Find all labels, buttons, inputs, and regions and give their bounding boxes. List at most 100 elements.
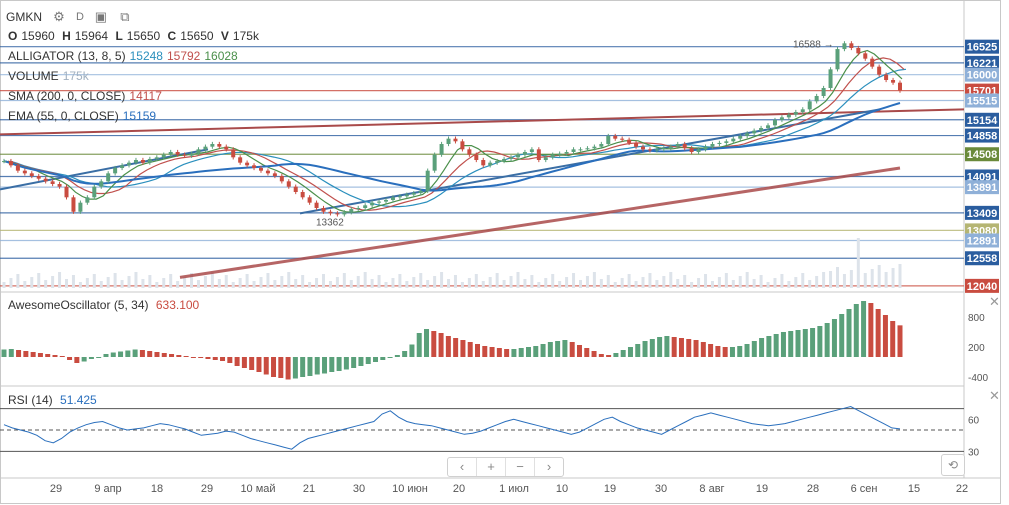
ao-close-icon[interactable]: ✕ [989, 294, 1000, 309]
ao-bar [780, 332, 786, 357]
ao-axis-tick: 200 [968, 343, 985, 354]
volume-bar [419, 273, 423, 288]
gear-icon[interactable]: ⚙ [53, 9, 65, 24]
candle-body [356, 208, 361, 210]
candle-body [627, 139, 632, 143]
ao-bar [817, 326, 823, 357]
volume-bar [690, 282, 694, 288]
indicator-legend-row: EMA (55, 0, CLOSE) 15159 [8, 109, 160, 123]
close-value: 15650 [180, 29, 214, 43]
candle-body [314, 202, 319, 208]
volume-bar [780, 274, 784, 288]
ao-bar [271, 357, 277, 377]
ao-bar [555, 341, 561, 357]
candle-body [106, 173, 111, 182]
candle-body [258, 168, 263, 171]
ao-axis-tick: -400 [968, 373, 988, 384]
volume-bar [662, 276, 666, 288]
ao-bar [205, 357, 211, 359]
volume-bar [162, 278, 166, 288]
volume-bar [148, 275, 152, 288]
volume-bar [37, 273, 41, 288]
ao-bar [875, 309, 881, 357]
ao-bar [30, 352, 36, 357]
ao-bar [562, 340, 568, 357]
trend-line [0, 148, 209, 191]
ao-bar [547, 342, 553, 357]
rsi-close-icon[interactable]: ✕ [989, 388, 1000, 403]
ao-bar [482, 346, 488, 357]
price-label: 16221 [967, 58, 998, 70]
candle-body [647, 149, 652, 151]
volume-bar [287, 272, 291, 288]
ao-bar [307, 357, 313, 376]
ema-line [3, 102, 901, 192]
volume-bar [412, 277, 416, 288]
ao-bar [45, 354, 51, 357]
volume-bar [252, 281, 256, 288]
zoom-out-button[interactable]: − [506, 458, 535, 476]
image-icon[interactable]: ▣ [94, 9, 108, 24]
ao-bar [387, 357, 393, 358]
interval-label[interactable]: D [76, 11, 84, 23]
volume-bar [634, 281, 638, 288]
ao-bar [831, 319, 837, 357]
candle-body [613, 136, 618, 139]
ao-bar [227, 357, 233, 363]
price-label-bg [965, 55, 999, 70]
ao-bar [467, 342, 473, 357]
price-label-bg [965, 39, 999, 54]
candle-body [453, 138, 458, 142]
candle-body [265, 170, 270, 174]
ao-bar [511, 349, 517, 357]
ao-bar [365, 357, 371, 364]
volume-bar [599, 279, 603, 288]
ao-bar [496, 348, 502, 357]
candle-body [140, 160, 145, 163]
candle-body [425, 170, 430, 191]
price-label: 13409 [967, 208, 998, 220]
candle-body [731, 138, 736, 142]
ao-bar [504, 349, 510, 357]
reset-zoom-button[interactable]: ⟲ [941, 454, 965, 476]
x-axis-label: 8 авг [699, 483, 724, 495]
candle-body [842, 43, 847, 50]
ao-bar [795, 330, 801, 357]
volume-bar [315, 278, 319, 288]
candle-body [502, 158, 507, 162]
candle-body [814, 96, 819, 102]
volume-bar [217, 279, 221, 288]
ao-bar [802, 329, 808, 357]
volume-bar [44, 280, 48, 288]
ao-bar [263, 357, 269, 375]
candle-body [446, 138, 451, 144]
price-label: 12558 [967, 253, 998, 265]
candle-body [522, 152, 527, 155]
scroll-right-button[interactable]: › [546, 459, 552, 474]
candle-body [252, 165, 257, 168]
expand-icon[interactable]: ⧉ [120, 9, 130, 24]
ao-bar [147, 351, 153, 357]
volume-bar [717, 277, 721, 288]
indicator-legend-row: VOLUME 175k [8, 69, 93, 83]
candle-body [891, 80, 896, 83]
candle-body [363, 205, 368, 208]
price-label-bg [965, 205, 999, 220]
volume-bar [627, 274, 631, 288]
x-axis-label: 1 июл [499, 483, 529, 495]
volume-bar [273, 280, 277, 288]
ao-pane-title: AwesomeOscillator (5, 34) 633.100 [8, 298, 199, 312]
candle-body [870, 58, 875, 67]
candle-body [133, 160, 138, 163]
ao-bar [74, 357, 80, 363]
candle-body [467, 149, 472, 155]
ao-bar [351, 357, 357, 368]
ao-bar [241, 357, 247, 368]
volume-bar [356, 276, 360, 288]
scroll-left-button[interactable]: ‹ [448, 458, 477, 476]
volume-bar [606, 275, 610, 288]
candle-body [279, 176, 284, 182]
zoom-in-button[interactable]: + [477, 458, 506, 476]
volume-bar [384, 282, 388, 288]
